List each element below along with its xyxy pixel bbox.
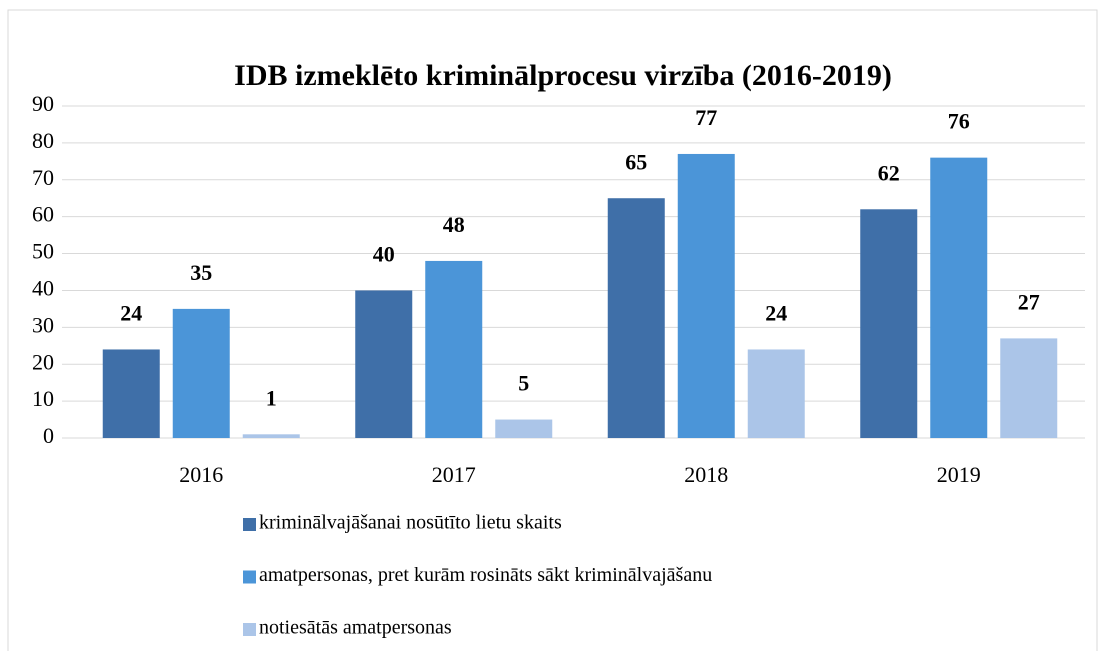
bar xyxy=(355,290,413,438)
legend-label: notiesātās amatpersonas xyxy=(259,617,452,639)
y-tick-label: 30 xyxy=(32,312,54,337)
data-label: 35 xyxy=(190,260,212,285)
data-label: 65 xyxy=(625,149,647,174)
legend-swatch xyxy=(243,623,256,636)
bar xyxy=(677,153,735,438)
bar xyxy=(860,209,918,438)
data-label: 76 xyxy=(948,109,970,134)
bar xyxy=(607,198,665,438)
y-tick-label: 20 xyxy=(32,349,54,374)
bar xyxy=(172,308,230,438)
legend-label: amatpersonas, pret kurām rosināts sākt k… xyxy=(259,564,712,586)
data-label: 1 xyxy=(266,385,277,410)
data-label: 62 xyxy=(878,160,900,185)
y-tick-label: 50 xyxy=(32,239,54,264)
x-tick-label: 2016 xyxy=(179,462,223,487)
data-label: 40 xyxy=(373,241,395,266)
bar xyxy=(102,349,160,438)
y-tick-label: 80 xyxy=(32,128,54,153)
data-label: 24 xyxy=(120,301,142,326)
y-tick-label: 10 xyxy=(32,386,54,411)
bar xyxy=(242,434,300,438)
data-label: 27 xyxy=(1018,289,1040,314)
y-tick-label: 0 xyxy=(43,423,54,448)
bar xyxy=(1000,338,1058,438)
data-label: 77 xyxy=(695,105,717,130)
legend-swatch xyxy=(243,518,256,531)
x-tick-label: 2018 xyxy=(684,462,728,487)
chart-title: IDB izmeklēto kriminālprocesu virzība (2… xyxy=(234,59,892,92)
data-label: 5 xyxy=(518,371,529,396)
legend-label: kriminālvajāšanai nosūtīto lietu skaits xyxy=(259,512,562,534)
data-label: 24 xyxy=(765,301,787,326)
bar xyxy=(747,349,805,438)
bar xyxy=(930,157,988,438)
y-tick-label: 60 xyxy=(32,202,54,227)
y-tick-label: 70 xyxy=(32,165,54,190)
data-label: 48 xyxy=(443,212,465,237)
x-tick-label: 2017 xyxy=(432,462,476,487)
y-tick-label: 40 xyxy=(32,275,54,300)
legend-swatch xyxy=(243,570,256,584)
bar xyxy=(495,419,553,438)
x-tick-label: 2019 xyxy=(937,462,981,487)
bar xyxy=(425,260,483,438)
y-tick-label: 90 xyxy=(32,91,54,116)
